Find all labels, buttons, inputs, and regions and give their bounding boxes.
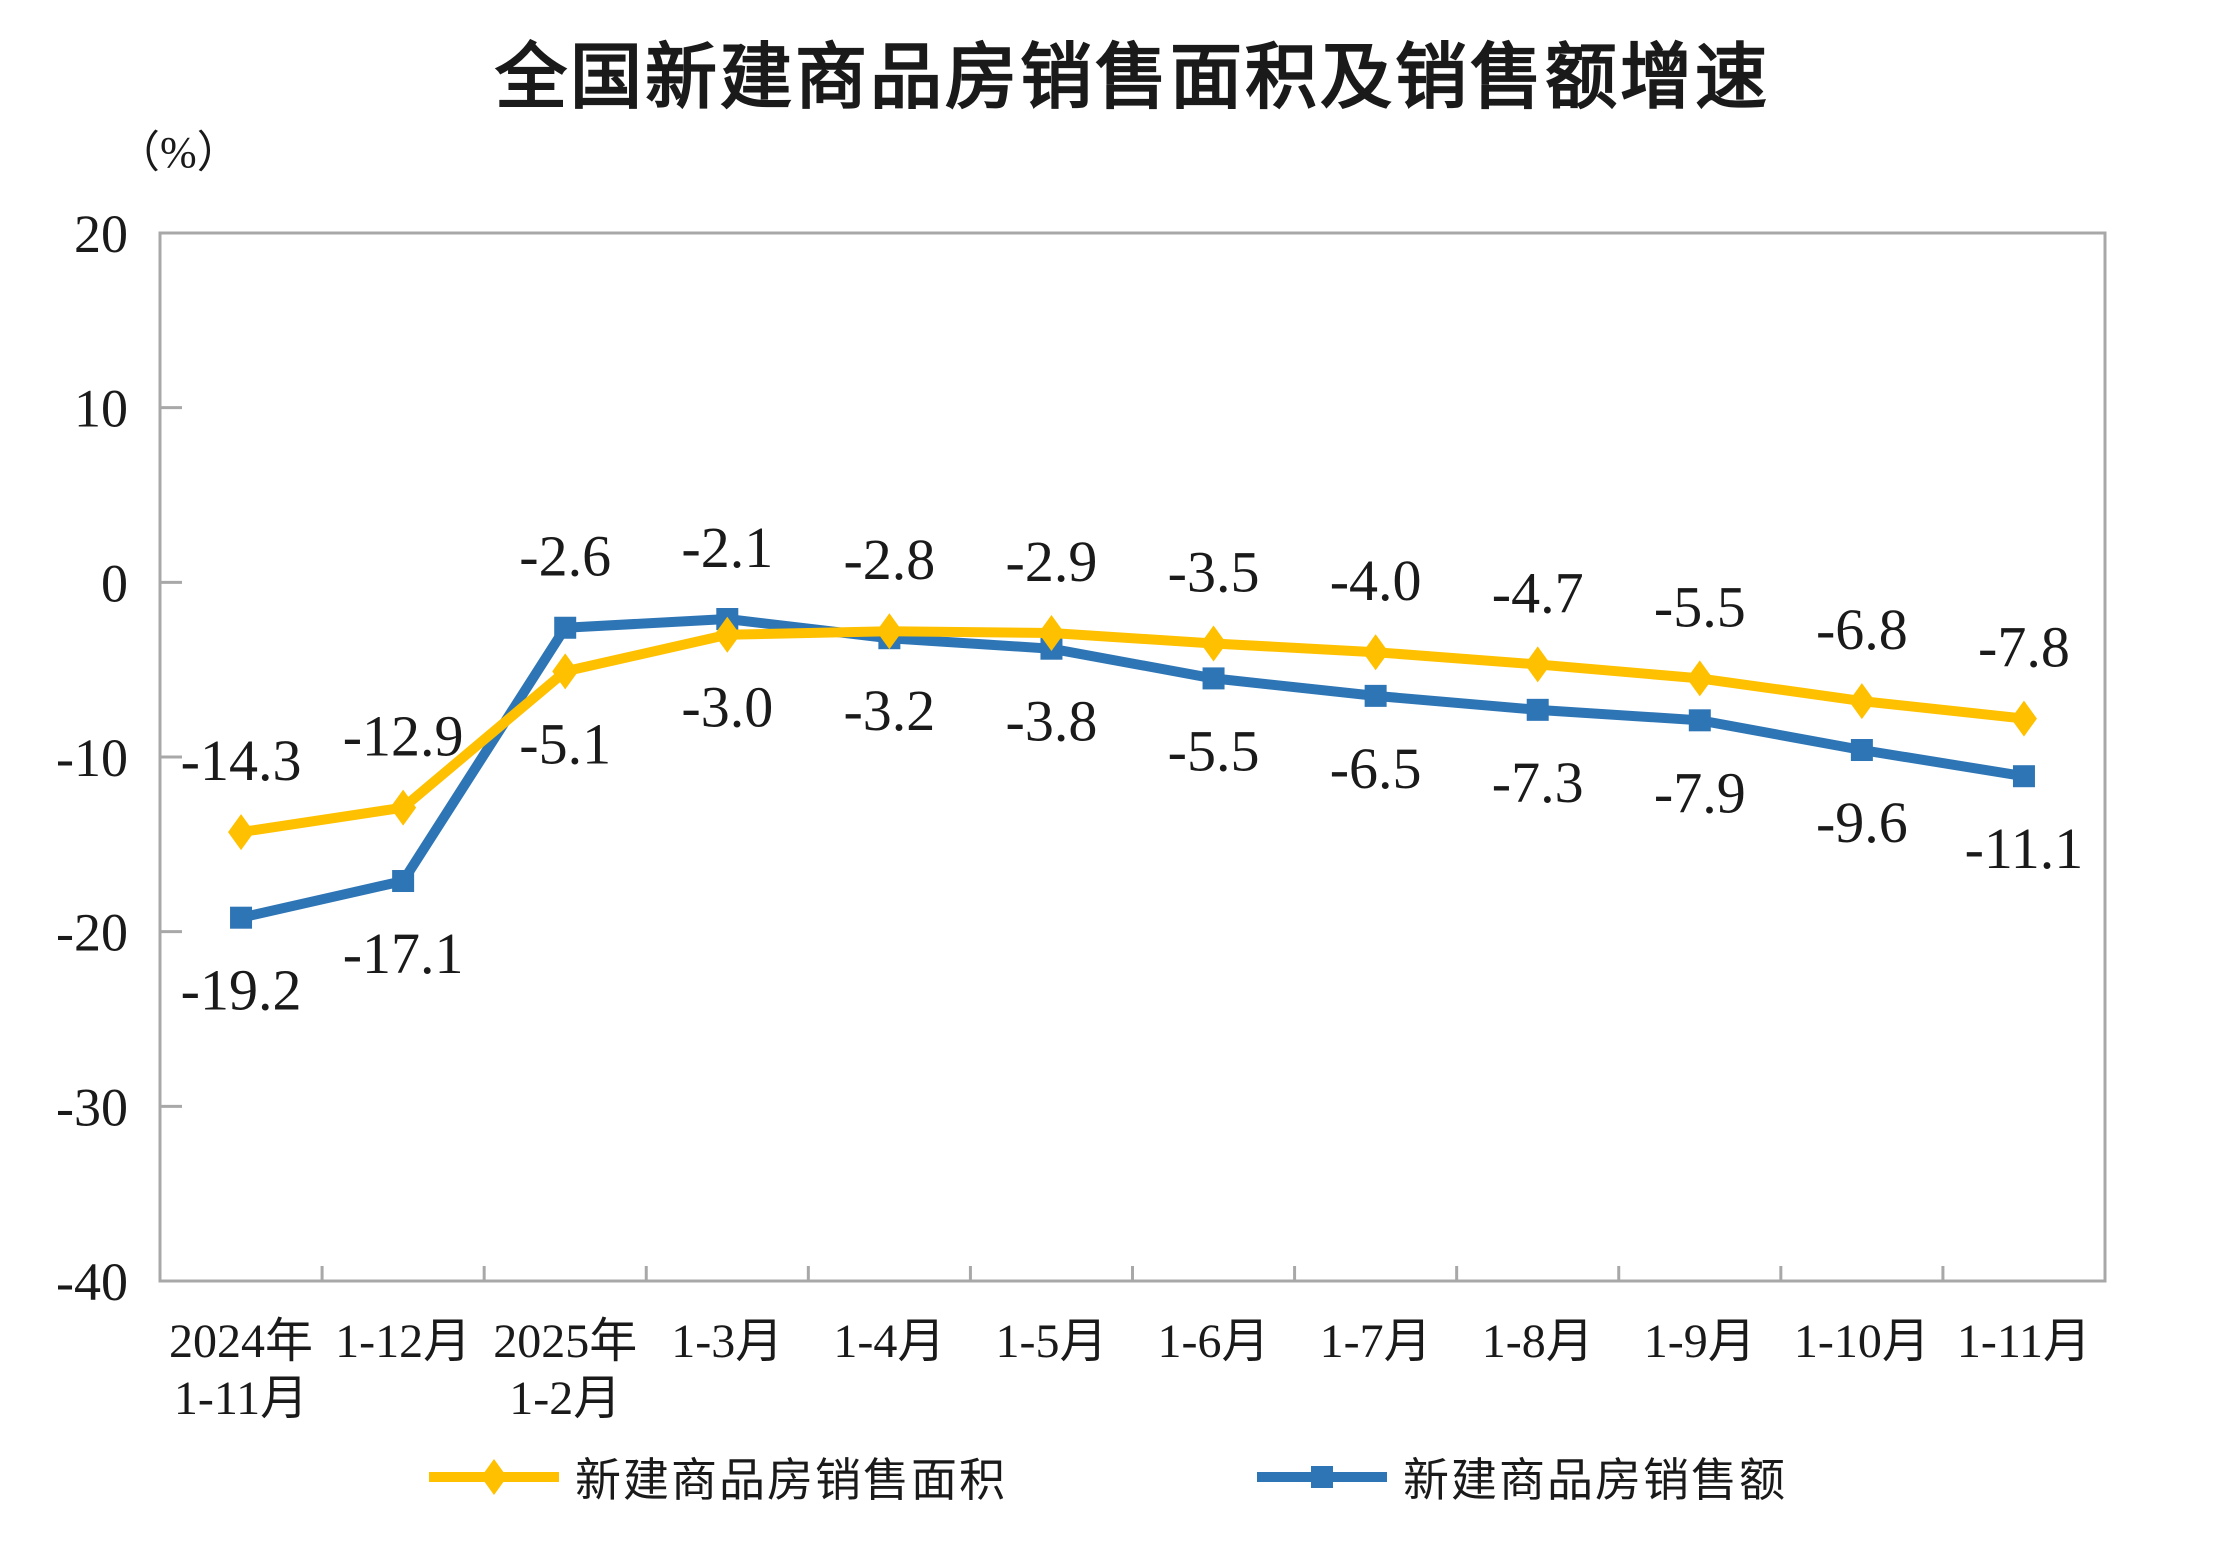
square-data-point (1202, 667, 1225, 690)
data-label-sales-area: -2.9 (1006, 529, 1098, 594)
data-label-sales-area: -5.5 (1654, 574, 1746, 639)
x-axis-label: 1-3月 (671, 1315, 783, 1368)
data-label-sales-area: -4.0 (1330, 548, 1422, 613)
data-label-sales-value: -17.1 (343, 921, 464, 986)
data-label-sales-area: -7.8 (1978, 615, 2070, 680)
diamond-marker-icon (481, 1459, 507, 1495)
legend-item-sales-area: 新建商品房销售面积 (429, 1444, 1007, 1510)
x-axis-label: 1-5月 (995, 1315, 1107, 1368)
data-label-sales-area: -14.3 (181, 728, 302, 793)
diamond-data-point (1362, 634, 1389, 671)
diamond-data-point (1200, 625, 1227, 662)
x-axis-label: 1-2月 (509, 1372, 621, 1425)
square-data-point (1850, 739, 1873, 762)
x-axis-label: 1-11月 (174, 1372, 308, 1425)
data-label-sales-value: -9.6 (1816, 790, 1908, 855)
y-tick-label: -40 (56, 1252, 128, 1312)
diamond-data-point (876, 613, 903, 650)
data-label-sales-area: -2.8 (843, 527, 935, 592)
data-label-sales-value: -2.6 (519, 524, 611, 589)
y-tick-label: 0 (101, 553, 128, 613)
data-label-sales-value: -7.3 (1492, 750, 1584, 815)
y-tick-label: -30 (56, 1077, 128, 1137)
square-data-point (1364, 684, 1387, 707)
diamond-data-point (1848, 683, 1875, 720)
x-axis-label: 1-9月 (1644, 1315, 1756, 1368)
data-label-sales-area: -4.7 (1492, 560, 1584, 625)
square-data-point (392, 870, 415, 893)
x-axis-label: 1-6月 (1158, 1315, 1270, 1368)
x-axis-label: 1-7月 (1320, 1315, 1432, 1368)
square-marker-icon (1311, 1466, 1333, 1488)
diamond-data-point (552, 653, 579, 690)
square-data-point (1526, 698, 1549, 721)
chart-title: 全国新建商品房销售面积及销售额增速 (494, 38, 1770, 118)
legend-label-sales-area: 新建商品房销售面积 (575, 1455, 1007, 1506)
y-axis-unit-label: （%） (116, 128, 241, 177)
legend-line-diamond-icon (429, 1459, 559, 1495)
x-axis-label: 2025年 (493, 1315, 637, 1368)
y-tick-label: 20 (74, 204, 128, 264)
data-label-sales-value: -6.5 (1330, 736, 1422, 801)
data-label-sales-value: -3.2 (843, 678, 935, 743)
legend-item-sales-value: 新建商品房销售额 (1257, 1444, 1787, 1510)
data-label-sales-area: -6.8 (1816, 597, 1908, 662)
diamond-data-point (228, 814, 255, 851)
data-label-sales-value: -5.5 (1168, 718, 1260, 783)
x-axis-label: 1-4月 (833, 1315, 945, 1368)
square-data-point (2012, 765, 2035, 788)
data-label-sales-value: -2.1 (681, 515, 773, 580)
diamond-data-point (1524, 646, 1551, 683)
diamond-data-point (1038, 614, 1065, 651)
x-axis-label: 1-11月 (1957, 1315, 2091, 1368)
data-label-sales-area: -12.9 (343, 704, 464, 769)
square-data-point (554, 616, 577, 639)
y-tick-label: -10 (56, 728, 128, 788)
diamond-data-point (1686, 660, 1713, 697)
data-label-sales-value: -3.8 (1006, 689, 1098, 754)
legend-label-sales-value: 新建商品房销售额 (1403, 1455, 1787, 1506)
x-axis-label: 2024年 (169, 1315, 313, 1368)
diamond-data-point (390, 789, 417, 826)
series-line-sales-area (236, 626, 2029, 838)
y-tick-label: 10 (74, 379, 128, 439)
series-line-sales-value (236, 614, 2029, 923)
diamond-data-point (2010, 700, 2037, 737)
square-data-point (1688, 709, 1711, 732)
data-label-sales-value: -11.1 (1965, 816, 2084, 881)
chart-legend: 新建商品房销售面积 新建商品房销售额 (0, 1444, 2216, 1510)
legend-line-square-icon (1257, 1466, 1387, 1488)
square-data-point (230, 906, 253, 929)
x-axis-label: 1-8月 (1482, 1315, 1594, 1368)
x-axis-label: 1-12月 (335, 1315, 471, 1368)
diamond-data-point (714, 616, 741, 653)
data-label-sales-value: -7.9 (1654, 760, 1746, 825)
y-tick-label: -20 (56, 903, 128, 963)
data-label-sales-area: -3.0 (681, 675, 773, 740)
x-axis-label: 1-10月 (1794, 1315, 1930, 1368)
data-label-sales-area: -3.5 (1168, 539, 1260, 604)
data-label-sales-value: -19.2 (181, 958, 302, 1023)
data-label-sales-area: -5.1 (519, 711, 611, 776)
